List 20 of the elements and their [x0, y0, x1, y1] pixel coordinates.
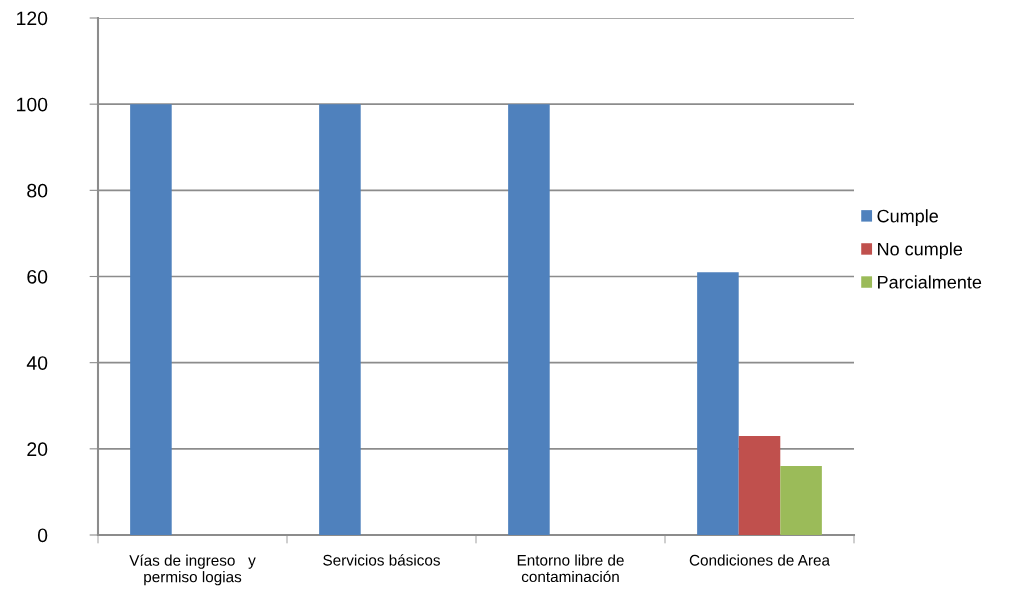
- x-tick-label: Condiciones de Area: [689, 554, 830, 566]
- bar: [319, 104, 361, 535]
- y-tick-label: 80: [27, 183, 48, 198]
- y-tick-label: 40: [26, 356, 48, 370]
- bar: [738, 435, 781, 535]
- legend-label: No cumple: [878, 242, 963, 260]
- y-tick-label: 20: [27, 442, 48, 457]
- bar: [697, 272, 739, 535]
- y-tick-label: 0: [37, 528, 48, 543]
- bar: [508, 104, 550, 535]
- y-tick-label: 120: [17, 11, 48, 26]
- x-tick-label: Servicios básicos: [323, 554, 440, 566]
- bar: [130, 104, 172, 535]
- y-tick-label: 60: [27, 269, 48, 284]
- legend-label: Cumple: [877, 209, 938, 226]
- x-tick-label: Vías de ingreso y permiso logias: [129, 554, 256, 586]
- y-tick-label: 100: [17, 97, 48, 112]
- x-tick-label: Entorno libre de contaminación: [517, 554, 624, 583]
- legend-label: Parcialmente: [878, 275, 982, 289]
- bar: [780, 466, 822, 535]
